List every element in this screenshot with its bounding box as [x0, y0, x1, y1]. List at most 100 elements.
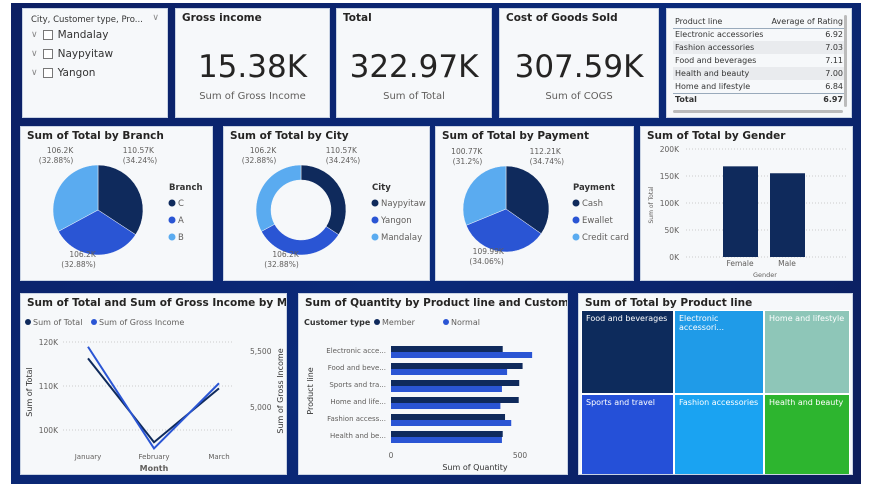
data-label: 112.21K: [530, 147, 562, 156]
slicer-item-label: Yangon: [57, 67, 96, 79]
x-axis-title: Gender: [753, 271, 777, 279]
treemap-cell[interactable]: Home and lifestyle: [764, 310, 850, 394]
checkbox[interactable]: [42, 30, 53, 40]
chart-title: Sum of Total and Sum of Gross Income by …: [27, 297, 287, 309]
slice-yangon: [261, 223, 339, 256]
checkbox[interactable]: [42, 49, 53, 59]
x-tick-label: Female: [726, 259, 754, 268]
legend-item: Cash: [582, 199, 603, 209]
y-tick-label: 120K: [39, 338, 59, 347]
data-label: (34.06%): [469, 257, 504, 266]
checkbox[interactable]: [42, 68, 53, 78]
data-label: (32.88%): [264, 260, 299, 269]
chart-title: Sum of Quantity by Product line and Cust…: [305, 297, 568, 309]
bar-normal: [391, 403, 501, 409]
bar-female: [723, 166, 758, 257]
cell: Fashion accessories: [675, 43, 755, 52]
bar-normal: [391, 386, 502, 392]
treemap-cell[interactable]: Electronic accessori...: [674, 310, 764, 394]
cell: 6.97: [823, 95, 843, 105]
kpi-title: Gross income: [182, 12, 262, 24]
y-tick-label: Electronic acce...: [326, 347, 386, 355]
slice-b: [52, 164, 99, 232]
slice-mandalay: [255, 164, 302, 232]
slice-a: [58, 209, 136, 256]
legend-marker: [572, 199, 580, 207]
chevron-down-icon[interactable]: ∨: [31, 68, 38, 78]
legend-marker: [371, 233, 379, 241]
kpi-title: Cost of Goods Sold: [506, 12, 618, 24]
x-tick-label: March: [208, 453, 229, 461]
slicer-item-mandalay[interactable]: ∨ Mandalay: [31, 29, 108, 41]
vertical-scrollbar[interactable]: [844, 15, 847, 107]
data-label: 109.99K: [473, 247, 505, 256]
table-row: Home and lifestyle 6.84: [673, 80, 845, 93]
data-label: 106.2K: [69, 250, 96, 259]
chevron-down-icon[interactable]: ∨: [31, 49, 38, 59]
chevron-down-icon[interactable]: ∨: [31, 30, 38, 40]
kpi-label: Sum of Total: [383, 91, 445, 102]
slicer-item-label: Mandalay: [57, 29, 109, 41]
kpi-title: Total: [343, 12, 372, 24]
slicer-item-yangon[interactable]: ∨ Yangon: [31, 67, 95, 79]
kpi-gross-income: Gross income 15.38K Sum of Gross Income: [175, 8, 330, 118]
y2-axis-title: Sum of Gross Income: [276, 348, 285, 433]
x-tick-label: 0: [389, 451, 394, 460]
data-label: 106.2K: [250, 146, 277, 155]
data-label: 110.57K: [123, 146, 155, 155]
slice-naypyitaw: [300, 164, 347, 236]
bar-member: [391, 431, 503, 437]
bar-member: [391, 346, 503, 352]
y-tick-label: Sports and tra...: [329, 381, 386, 389]
legend-marker: [371, 216, 379, 224]
legend-marker: [91, 319, 97, 325]
month-chart-panel: Sum of Total and Sum of Gross Income by …: [20, 293, 287, 475]
y-tick-label: Health and be...: [330, 432, 386, 440]
rating-table-panel: Product line Average of Rating Electronic…: [666, 8, 852, 118]
legend-item: Naypyitaw: [381, 199, 426, 209]
slicer-item-naypyitaw[interactable]: ∨ Naypyitaw: [31, 48, 113, 60]
legend-marker: [25, 319, 31, 325]
chevron-down-icon[interactable]: ∨: [152, 13, 159, 23]
y-axis-title: Sum of Total: [25, 367, 34, 416]
legend-item: Normal: [451, 318, 480, 327]
cell: Electronic accessories: [675, 30, 764, 40]
slicer-item-label: Naypyitaw: [57, 48, 114, 60]
chart-title: Sum of Total by Branch: [27, 130, 164, 142]
legend-marker: [168, 216, 176, 224]
quantity-bar-chart: Customer type Member Normal Electronic acce…: [304, 318, 533, 472]
legend-title: Payment: [573, 183, 615, 193]
legend-item: B: [178, 233, 184, 243]
legend-marker: [572, 233, 580, 241]
cell: Home and lifestyle: [675, 81, 751, 91]
data-label: (32.88%): [61, 260, 96, 269]
legend-title: Branch: [169, 183, 203, 193]
cell: 6.84: [825, 81, 843, 91]
treemap-cell[interactable]: Sports and travel: [581, 394, 674, 474]
kpi-cogs: Cost of Goods Sold 307.59K Sum of COGS: [499, 8, 659, 118]
slice-ewallet: [465, 208, 542, 253]
treemap-cell[interactable]: Fashion accessories: [674, 394, 764, 474]
table-row: Electronic accessories 6.92: [673, 28, 845, 41]
legend-item: Credit card: [582, 233, 629, 243]
treemap-cell[interactable]: Health and beauty: [764, 394, 850, 474]
column-header[interactable]: Average of Rating: [771, 16, 843, 26]
treemap-cell[interactable]: Food and beverages: [581, 310, 674, 394]
horizontal-scrollbar[interactable]: [673, 110, 843, 113]
data-label: (31.2%): [453, 157, 483, 166]
y-tick-label: 150K: [660, 172, 680, 181]
data-label: (34.74%): [530, 157, 565, 166]
column-header[interactable]: Product line: [675, 16, 723, 26]
bar-member: [391, 397, 519, 403]
y-tick-label: Fashion access...: [327, 415, 386, 423]
cell: 7.03: [825, 43, 843, 52]
bar-normal: [391, 437, 502, 443]
chart-title: Sum of Total by Product line: [585, 297, 753, 309]
x-axis-title: Sum of Quantity: [442, 463, 508, 472]
y-tick-label: Home and life...: [330, 398, 386, 406]
data-label: 100.77K: [451, 147, 483, 156]
legend-item: Sum of Gross Income: [99, 318, 184, 327]
data-label: (32.88%): [242, 156, 277, 165]
data-label: (34.24%): [326, 156, 361, 165]
payment-pie-chart: 112.21K(34.74%) Cash 109.99K(34.06%) Ewalle…: [451, 147, 629, 266]
